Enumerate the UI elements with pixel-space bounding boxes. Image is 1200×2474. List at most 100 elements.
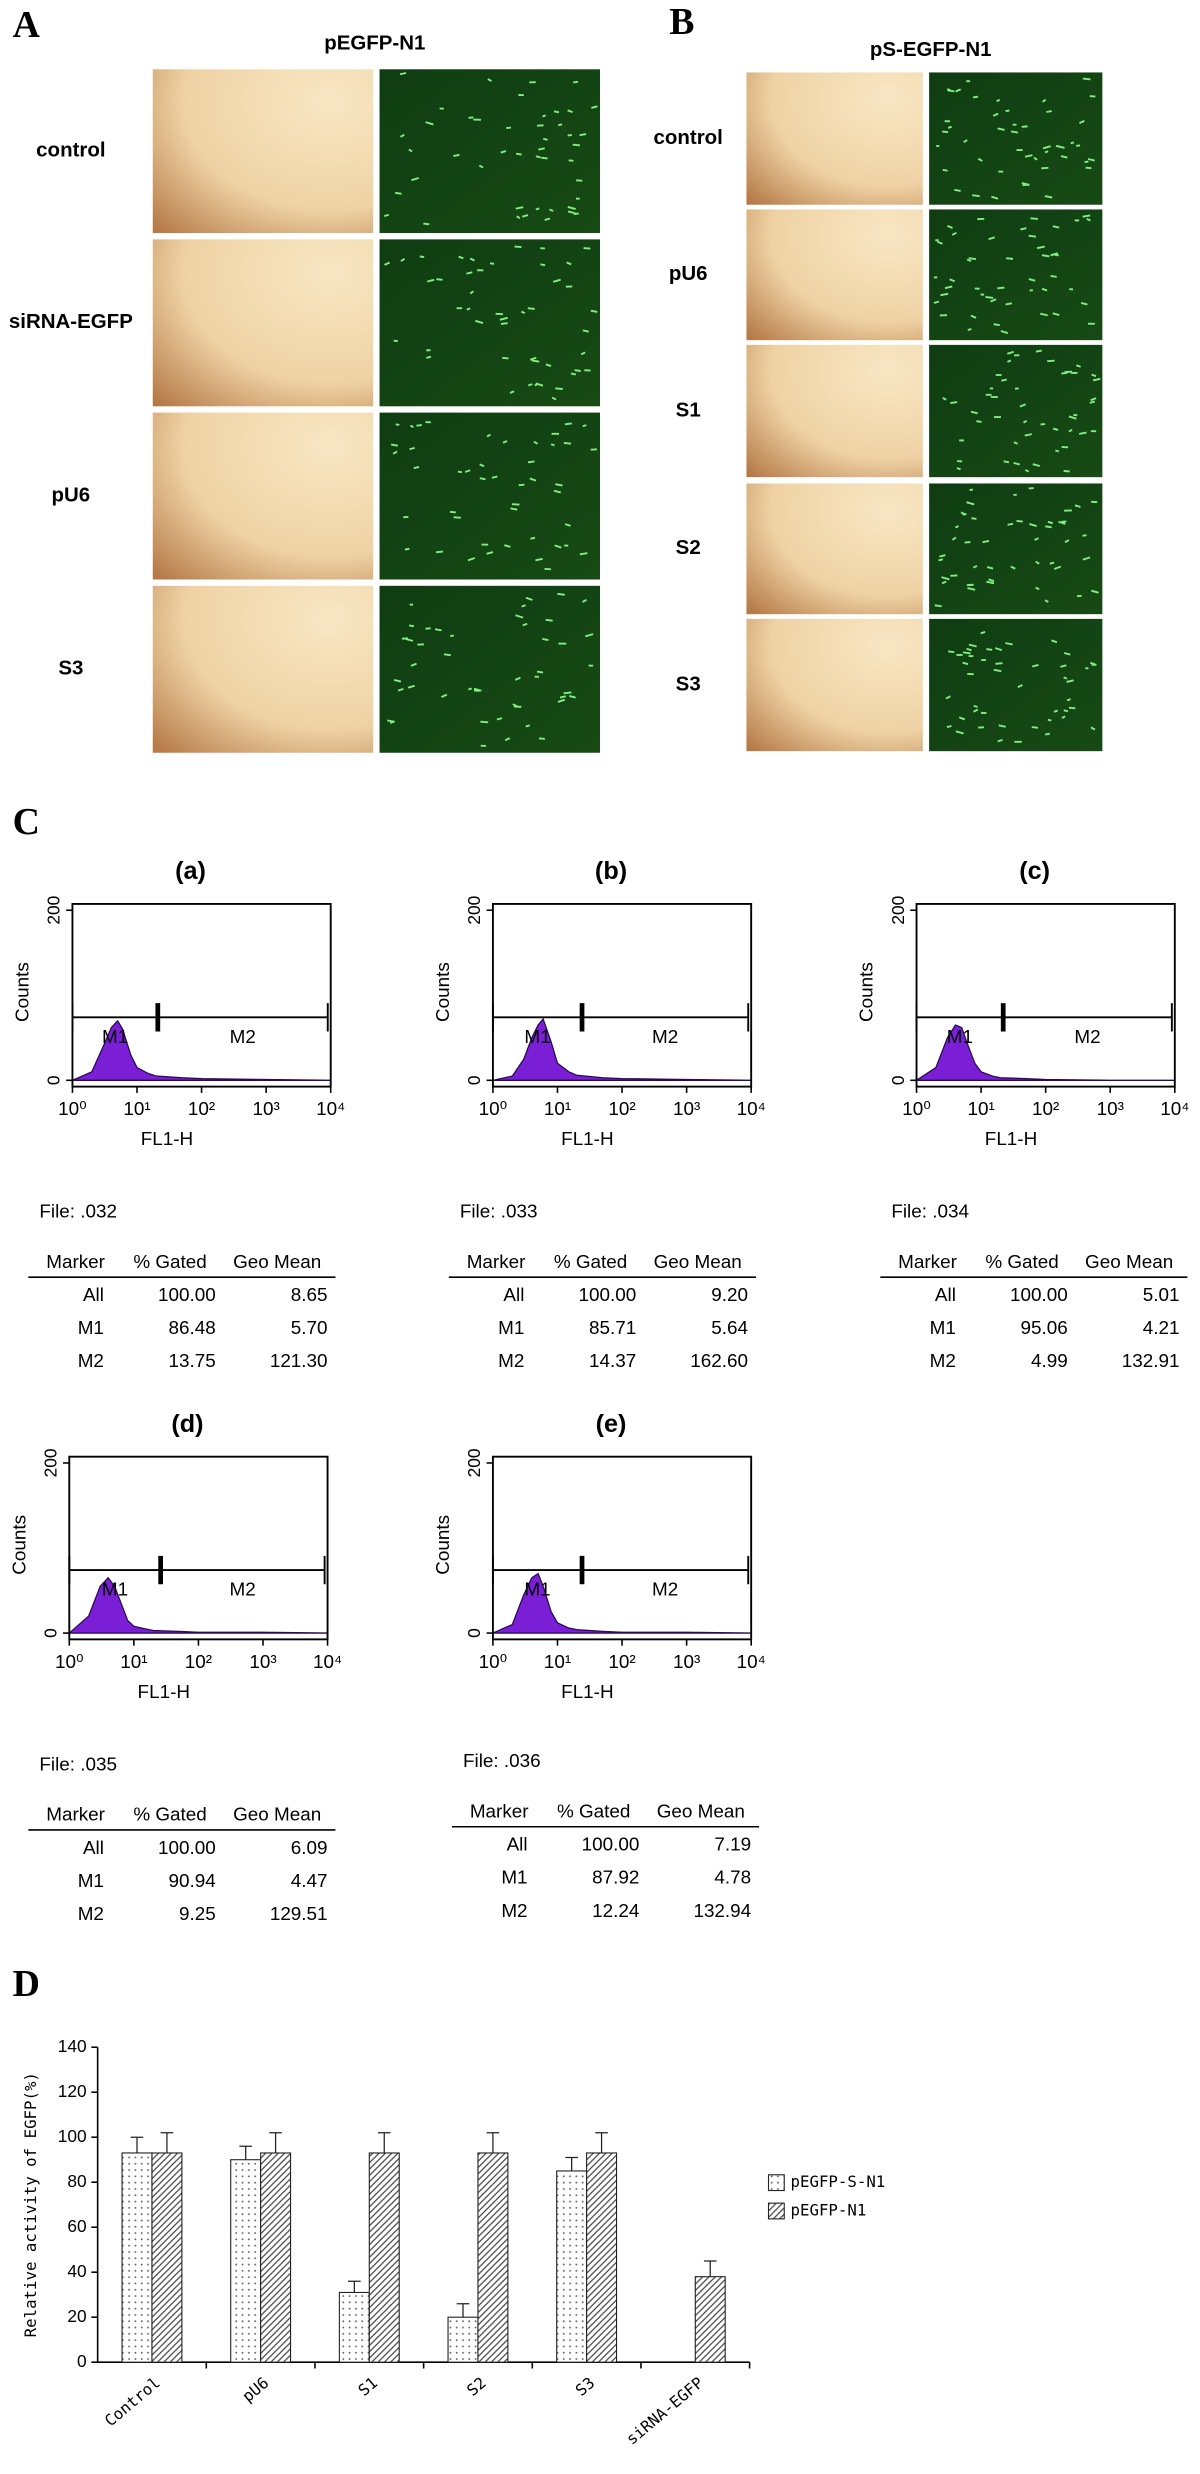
brightfield-image (746, 72, 923, 205)
cell-speck (1082, 556, 1091, 561)
cell-speck (1051, 639, 1058, 644)
cell-speck (1020, 227, 1027, 231)
cell-speck (963, 139, 968, 144)
brightfield-image (746, 483, 923, 615)
cell-speck (450, 634, 454, 638)
error-bar (456, 2303, 470, 2318)
cell-speck (1001, 378, 1007, 382)
x-tick-label: 10³ (673, 1652, 700, 1673)
cell-speck (479, 463, 485, 468)
cell-speck (527, 460, 535, 464)
y-tick-label: 0 (464, 1628, 484, 1638)
cell-speck (573, 80, 579, 84)
table-header: % Gated (133, 1252, 206, 1273)
cell-speck (964, 541, 971, 544)
x-tick-label: S2 (463, 2373, 490, 2400)
brightfield-image (746, 618, 923, 752)
table-header: Geo Mean (654, 1252, 742, 1273)
cell-speck (434, 628, 442, 632)
cell-speck (1082, 534, 1087, 537)
panel-letter: A (13, 4, 40, 46)
cell-speck (393, 679, 402, 683)
y-axis-label: Counts (433, 962, 454, 1022)
cell-speck (564, 523, 571, 527)
cell-speck (1010, 130, 1019, 134)
row-label: S1 (676, 398, 701, 421)
cell-speck (998, 724, 1006, 728)
cell-speck (538, 737, 545, 740)
cell-speck (499, 316, 508, 321)
cell-speck (464, 469, 471, 473)
error-bar (269, 2132, 282, 2153)
y-tick-label: 200 (41, 1449, 61, 1478)
y-axis-label: Relative activity of EGFP(%) (21, 2072, 40, 2337)
cell-speck (992, 112, 999, 117)
cell-speck (962, 661, 969, 666)
cell-speck (399, 72, 407, 76)
error-bar (703, 2260, 717, 2277)
cell-speck (479, 477, 486, 481)
cell-speck (552, 278, 561, 283)
x-tick-label: S1 (354, 2373, 381, 2400)
fluorescence-image (929, 483, 1103, 615)
bar (477, 2152, 509, 2363)
cell-speck (502, 440, 508, 444)
cell-speck (973, 708, 979, 713)
table-cell: 13.75 (169, 1351, 216, 1372)
table-cell: 162.60 (690, 1351, 748, 1372)
cell-speck (986, 580, 995, 585)
cell-speck (404, 547, 410, 551)
table-cell: M2 (78, 1904, 104, 1925)
bar (121, 2152, 153, 2363)
cell-speck (942, 168, 948, 172)
cell-speck (1047, 718, 1052, 722)
chart-title: (e) (596, 1410, 627, 1438)
cell-speck (469, 290, 474, 295)
cell-speck (559, 695, 567, 699)
row-label: control (36, 139, 105, 162)
cell-speck (435, 550, 444, 554)
cell-speck (1089, 95, 1096, 98)
cell-speck (1070, 141, 1075, 145)
cell-speck (955, 730, 964, 735)
table-cell: M1 (498, 1318, 524, 1339)
cell-speck (466, 271, 473, 275)
cell-speck (1090, 726, 1096, 731)
table-cell: 7.19 (714, 1835, 751, 1856)
cell-speck (993, 668, 1002, 673)
error-bar (239, 2145, 252, 2160)
x-tick-label: 10⁴ (737, 1652, 766, 1673)
fluorescence-image (379, 69, 600, 234)
chart-title: (c) (1019, 857, 1050, 885)
cell-speck (949, 278, 956, 283)
bar (338, 2291, 370, 2363)
table-header: Geo Mean (233, 1805, 321, 1826)
file-label: File: .034 (891, 1202, 969, 1223)
cell-speck (425, 121, 434, 126)
cell-speck (410, 662, 417, 667)
table-cell: 90.94 (169, 1871, 216, 1892)
brightfield-image (746, 344, 923, 478)
cell-speck (1044, 150, 1049, 154)
row-label: control (654, 126, 723, 149)
brightfield-image (746, 209, 923, 341)
cell-speck (967, 587, 976, 591)
table-cell: 9.20 (711, 1285, 748, 1306)
table-cell: 100.00 (1010, 1285, 1068, 1306)
cell-speck (973, 704, 978, 708)
cell-speck (947, 89, 955, 93)
error-bar (160, 2132, 174, 2153)
cell-speck (540, 263, 546, 267)
cell-speck (529, 477, 537, 482)
gate-label: M2 (1074, 1027, 1100, 1048)
cell-speck (1029, 523, 1037, 528)
x-axis-label: FL1-H (985, 1129, 1037, 1150)
file-label: File: .033 (460, 1202, 538, 1223)
cell-speck (473, 687, 482, 692)
cell-speck (542, 637, 549, 642)
cell-speck (1090, 397, 1097, 402)
cell-speck (1040, 312, 1048, 317)
cell-speck (466, 307, 471, 311)
y-tick-label: 80 (67, 2171, 86, 2191)
cell-speck (383, 213, 390, 218)
